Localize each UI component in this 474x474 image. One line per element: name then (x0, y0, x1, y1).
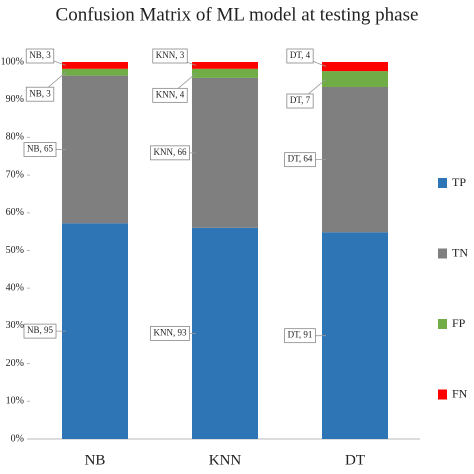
x-tick-label: DT (345, 452, 365, 468)
label-box (284, 328, 316, 344)
data-label: NB, 65 (27, 143, 54, 153)
data-label: DT, 7 (290, 95, 311, 105)
data-label: NB, 3 (29, 50, 51, 60)
y-tick-label: 30% (6, 320, 24, 331)
bar-segment (192, 77, 258, 228)
x-tick-label: KNN (209, 452, 242, 468)
bar-segment (62, 68, 128, 76)
legend-label: FN (452, 386, 468, 400)
bar-segment (322, 86, 388, 233)
bar-segment (192, 227, 258, 439)
y-tick-label: 50% (6, 245, 24, 256)
label-box (25, 48, 55, 64)
label-box (286, 93, 314, 109)
y-tick-label: 70% (6, 169, 24, 180)
legend-swatch (438, 319, 447, 329)
y-tick-label: 20% (6, 358, 24, 369)
chart-title: Confusion Matrix of ML model at testing … (56, 4, 419, 25)
bar-segment (62, 223, 128, 439)
legend-swatch (438, 389, 447, 400)
label-box (150, 325, 190, 341)
y-tick-label: 40% (6, 282, 24, 293)
label-box (25, 86, 55, 102)
label-box (152, 87, 188, 103)
data-label: DT, 91 (288, 330, 313, 340)
y-tick-label: 80% (6, 132, 24, 143)
label-box (152, 48, 188, 64)
y-tick-label: 10% (6, 396, 24, 407)
legend-label: TN (452, 245, 468, 259)
data-label: KNN, 4 (156, 89, 185, 99)
data-label: KNN, 3 (156, 50, 185, 60)
bar-segment (192, 68, 258, 78)
y-tick-label: 90% (6, 94, 24, 105)
label-box (23, 323, 57, 339)
data-label: KNN, 66 (154, 147, 187, 157)
label-box (286, 48, 314, 64)
data-label: DT, 4 (290, 50, 311, 60)
bar-segment (192, 62, 258, 69)
y-tick-label: 0% (11, 433, 24, 444)
bar-segment (62, 62, 128, 69)
bar-segment (62, 75, 128, 224)
label-box (23, 142, 57, 157)
legend-swatch (438, 178, 447, 188)
legend-label: FP (452, 316, 466, 330)
label-box (150, 145, 190, 161)
bar-segment (322, 71, 388, 87)
label-box (284, 152, 316, 168)
legend-label: TP (452, 175, 466, 189)
data-label: DT, 64 (288, 154, 313, 164)
y-tick-label: 60% (6, 207, 24, 218)
data-label: KNN, 93 (154, 327, 187, 337)
bar-segment (322, 62, 388, 72)
legend-swatch (438, 248, 447, 259)
y-tick-label: 100% (1, 56, 24, 67)
data-label: NB, 95 (27, 325, 54, 335)
data-label: NB, 3 (29, 88, 51, 98)
x-tick-label: NB (85, 452, 106, 468)
bar-segment (322, 232, 388, 439)
